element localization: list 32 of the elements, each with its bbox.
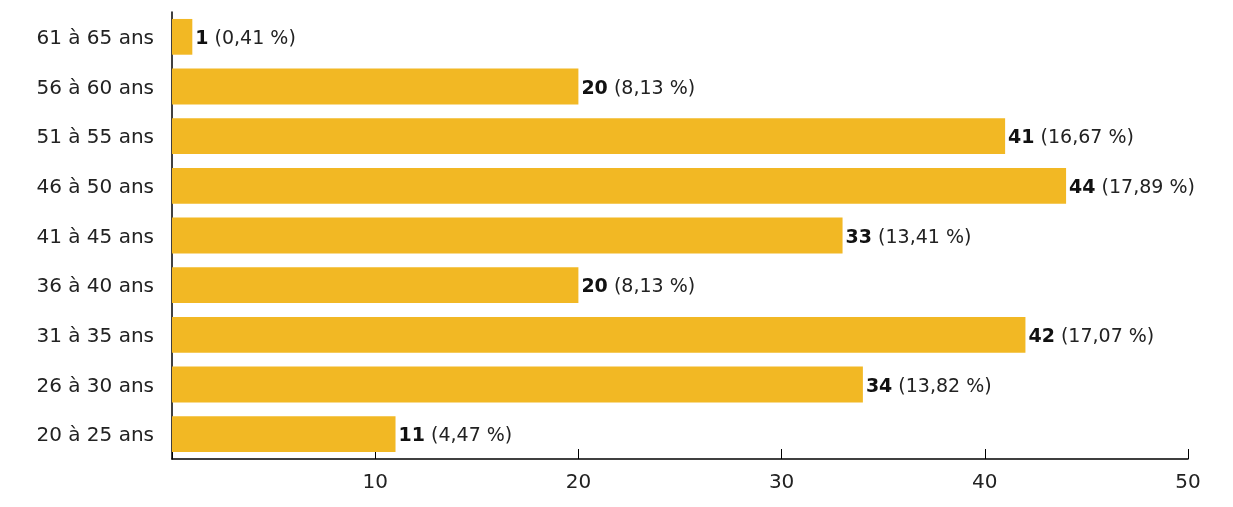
x-tick-label: 10 [362,469,388,493]
y-tick-label: 31 à 35 ans [36,322,154,347]
data-label: 34 (13,82 %) [865,373,992,396]
x-tick-label: 50 [1175,469,1201,493]
x-tick-label: 20 [565,469,592,493]
y-tick-label: 56 à 60 ans [36,74,154,99]
bar [172,167,1067,204]
bar [172,416,396,453]
bar [172,18,193,55]
bar [172,366,863,403]
data-label: 42 (17,07 %) [1028,323,1155,346]
x-tick-label: 40 [972,469,998,493]
x-tick-label: 30 [768,469,795,493]
data-label: 1 (0,41 %) [195,25,296,48]
data-label: 44 (17,89 %) [1069,174,1195,197]
data-label: 11 (4,47 %) [398,423,513,446]
data-label: 41 (16,67 %) [1008,125,1134,148]
y-tick-label: 20 à 25 ans [36,422,154,447]
data-label: 20 (8,13 %) [581,274,696,297]
bar [172,217,843,254]
bar [172,316,1026,353]
y-tick-label: 36 à 40 ans [36,273,154,298]
y-tick-label: 41 à 45 ans [36,223,154,248]
y-tick-label: 26 à 30 ans [36,372,154,397]
y-tick-label: 51 à 55 ans [36,124,154,149]
y-tick-label: 46 à 50 ans [36,173,154,198]
bar [172,118,1006,155]
y-tick-label: 61 à 65 ans [36,24,154,49]
data-label: 20 (8,13 %) [581,75,696,98]
bar [172,68,579,105]
bar [172,267,579,304]
data-label: 33 (13,41 %) [845,224,972,247]
